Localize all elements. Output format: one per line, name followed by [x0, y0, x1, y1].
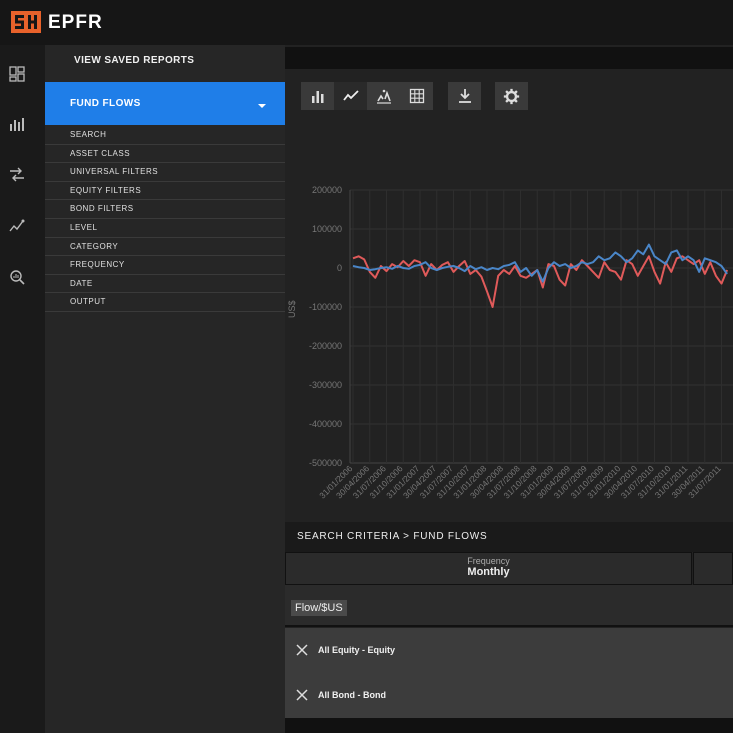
view-saved-reports-link[interactable]: VIEW SAVED REPORTS — [74, 55, 195, 66]
header-strip — [285, 47, 733, 69]
download-icon — [458, 89, 471, 103]
selection-list: All Equity - Equity All Bond - Bond — [285, 628, 733, 718]
settings-toolbar — [495, 82, 528, 110]
settings-icon — [503, 88, 520, 104]
sidebar-item-universal-filters[interactable]: UNIVERSAL FILTERS — [45, 163, 285, 182]
sidebar-item-frequency[interactable]: FREQUENCY — [45, 256, 285, 275]
close-icon[interactable] — [295, 688, 309, 702]
sidebar-item-asset-class[interactable]: ASSET CLASS — [45, 145, 285, 164]
top-bar: EPFR — [0, 0, 733, 45]
bar-chart-icon[interactable] — [8, 115, 26, 133]
brand-name: EPFR — [48, 12, 103, 33]
search-criteria-bar: SEARCH CRITERIA > FUND FLOWS — [285, 522, 733, 552]
trend-icon[interactable] — [8, 217, 26, 235]
footer-strip — [285, 718, 733, 733]
y-tick-label: 0 — [337, 263, 342, 273]
epfr-logo-icon — [11, 11, 41, 33]
line-chart-icon — [342, 90, 359, 101]
selection-item: All Equity - Equity — [295, 640, 395, 660]
y-tick-label: -500000 — [309, 458, 342, 468]
sidebar-item-date[interactable]: DATE — [45, 275, 285, 294]
sidebar-item-level[interactable]: LEVEL — [45, 219, 285, 238]
icon-rail — [0, 45, 45, 733]
scatter-chart-button[interactable] — [367, 82, 400, 110]
flow-icon[interactable] — [8, 166, 26, 184]
fund-flows-label: FUND FLOWS — [70, 98, 141, 109]
sidebar-item-search[interactable]: SEARCH — [45, 126, 285, 145]
sidebar: VIEW SAVED REPORTS FUND FLOWS SEARCH ASS… — [45, 45, 285, 733]
selection-item: All Bond - Bond — [295, 685, 386, 705]
flow-unit-tag[interactable]: Flow/$US — [291, 600, 347, 616]
search-analytics-icon[interactable] — [8, 268, 26, 286]
sidebar-item-equity-filters[interactable]: EQUITY FILTERS — [45, 182, 285, 201]
bar-chart-button[interactable] — [301, 82, 334, 110]
y-tick-label: -300000 — [309, 380, 342, 390]
frequency-criterion[interactable]: Frequency Monthly — [285, 552, 692, 585]
chevron-down-icon — [258, 104, 266, 108]
y-tick-label: 100000 — [312, 224, 342, 234]
chart-type-toolbar — [301, 82, 433, 110]
sidebar-item-category[interactable]: CATEGORY — [45, 238, 285, 257]
y-axis-label: US$ — [287, 300, 297, 318]
selection-label: All Bond - Bond — [318, 690, 386, 700]
y-tick-label: -200000 — [309, 341, 342, 351]
export-toolbar — [448, 82, 481, 110]
fund-flows-section[interactable]: FUND FLOWS — [45, 82, 285, 125]
table-view-button[interactable] — [400, 82, 433, 110]
bar-chart-icon — [311, 91, 323, 103]
criterion-box[interactable] — [693, 552, 733, 585]
filter-menu: SEARCH ASSET CLASS UNIVERSAL FILTERS EQU… — [45, 126, 285, 312]
settings-button[interactable] — [495, 82, 528, 110]
download-button[interactable] — [448, 82, 481, 110]
main-panel: 200000 100000 0 -100000 -200000 -300000 -40000… — [285, 45, 733, 733]
scatter-chart-icon — [376, 89, 391, 104]
frequency-label: Frequency — [467, 556, 510, 566]
sidebar-item-bond-filters[interactable]: BOND FILTERS — [45, 200, 285, 219]
line-chart-button[interactable] — [334, 82, 367, 110]
series-line — [352, 255, 729, 308]
y-tick-label: -100000 — [309, 302, 342, 312]
fund-flows-line-chart: 200000 100000 0 -100000 -200000 -300000 -40000… — [309, 185, 733, 500]
frequency-value: Monthly — [467, 566, 510, 578]
table-grid-icon — [409, 88, 424, 104]
dashboard-icon[interactable] — [8, 65, 26, 83]
selection-label: All Equity - Equity — [318, 645, 396, 655]
series-line — [352, 243, 728, 283]
y-tick-label: 200000 — [312, 185, 342, 195]
breadcrumb: SEARCH CRITERIA > FUND FLOWS — [297, 531, 488, 542]
y-tick-label: -400000 — [309, 419, 342, 429]
close-icon[interactable] — [295, 643, 309, 657]
flow-unit-row: Flow/$US — [285, 585, 733, 627]
sidebar-item-output[interactable]: OUTPUT — [45, 293, 285, 312]
